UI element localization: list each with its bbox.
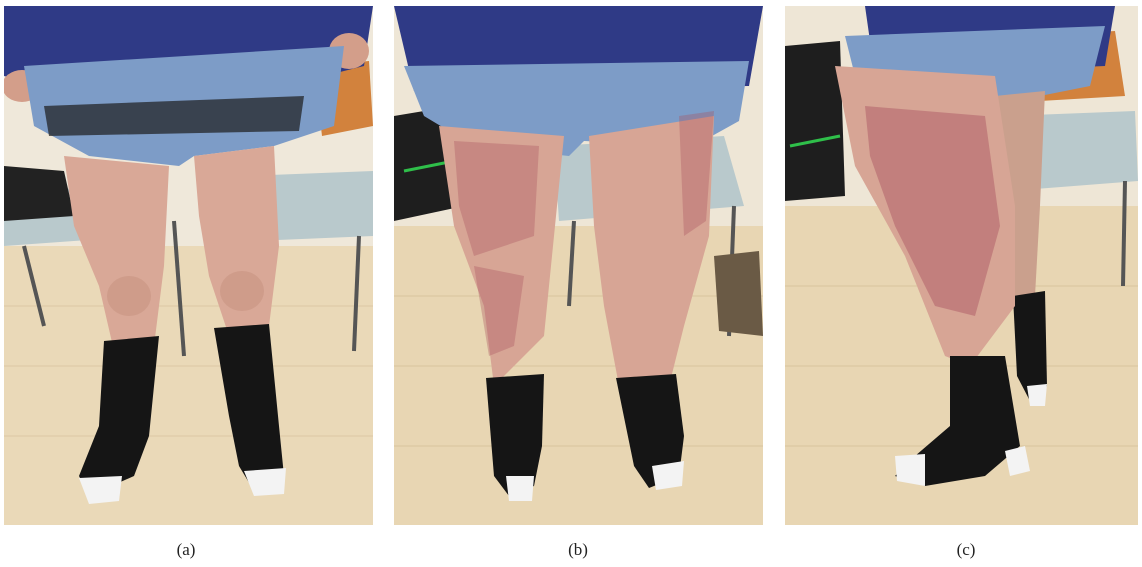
photo-panel-side [785,6,1138,525]
photo-panel-back [394,6,763,525]
front-view-photo [4,6,373,525]
caption-b: (b) [568,540,588,559]
caption-c: (c) [956,540,976,559]
side-view-photo [785,6,1138,525]
caption-a: (a) [176,540,196,559]
back-view-photo [394,6,763,525]
photo-panel-front [4,6,373,525]
